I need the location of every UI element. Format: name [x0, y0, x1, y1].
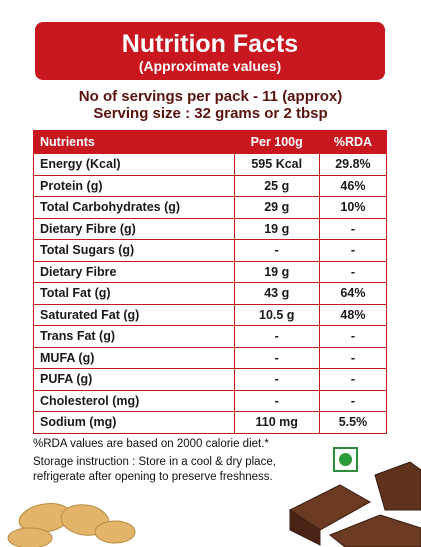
table-cell: Saturated Fat (g) — [33, 303, 235, 326]
table-cell: 64% — [318, 282, 388, 305]
table-row: Sodium (mg) 110 mg 5.5% — [33, 411, 388, 434]
subtitle: (Approximate values) — [138, 58, 282, 74]
column-header: Per 100g — [233, 130, 320, 154]
table-row: Energy (Kcal) 595 Kcal 29.8% — [33, 153, 388, 176]
servings-line: No of servings per pack - 11 (approx) — [78, 88, 343, 105]
table-cell: MUFA (g) — [33, 346, 235, 369]
table-cell: 43 g — [233, 282, 320, 305]
column-header: Nutrients — [33, 130, 235, 154]
table-cell: - — [318, 325, 388, 348]
table-cell: Total Sugars (g) — [33, 239, 235, 262]
table-cell: - — [318, 260, 388, 283]
table-cell: 595 Kcal — [233, 153, 320, 176]
column-header: %RDA — [318, 130, 388, 154]
table-cell: PUFA (g) — [33, 368, 235, 391]
table-cell: 10% — [318, 196, 388, 219]
table-cell: Cholesterol (mg) — [33, 389, 235, 412]
table-cell: 10.5 g — [233, 303, 320, 326]
table-cell: 110 mg — [233, 411, 320, 434]
title: Nutrition Facts — [121, 30, 299, 58]
table-row: Dietary Fibre (g) 19 g- — [33, 217, 388, 240]
table-cell: Trans Fat (g) — [33, 325, 235, 348]
table-row: Trans Fat (g) - - — [33, 325, 388, 348]
table-cell: 19 g — [233, 217, 320, 240]
table-cell: Dietary Fibre (g) — [33, 217, 235, 240]
peanuts — [7, 502, 136, 547]
table-cell: - — [318, 389, 388, 412]
header-row: Nutrients Per 100g %RDA — [33, 130, 388, 154]
table-cell: - — [233, 239, 320, 262]
table-row: Total Fat (g) 43 g 64% — [33, 282, 388, 305]
table-cell: Total Fat (g) — [33, 282, 235, 305]
table-row: Protein (g) 25 g 46% — [33, 174, 388, 197]
table-cell: - — [233, 368, 320, 391]
note: Storage instruction : Store in a cool & … — [33, 456, 276, 468]
table-cell: Protein (g) — [33, 174, 235, 197]
nutrition-table: Nutrients Per 100g %RDA Energy (Kcal) 595 Kc… — [33, 130, 388, 434]
table-cell: - — [318, 368, 388, 391]
serving-size: Serving size : 32 grams or 2 tbsp — [93, 105, 328, 122]
table-row: MUFA (g) - - — [33, 346, 388, 369]
table-cell: Dietary Fibre — [33, 260, 235, 283]
table-row: Dietary Fibre 19 g- — [33, 260, 388, 283]
table-cell: Total Carbohydrates (g) — [33, 196, 235, 219]
table-cell: 19 g — [233, 260, 320, 283]
header-box: Nutrition Facts (Approximate values) — [35, 22, 385, 80]
table-cell: - — [318, 239, 388, 262]
veg-dot — [339, 453, 352, 466]
table-cell: - — [233, 346, 320, 369]
table-cell: 5.5% — [318, 411, 388, 434]
table-cell: - — [233, 325, 320, 348]
decor — [7, 447, 421, 547]
table-row: Cholesterol (mg) - - — [33, 389, 388, 412]
table-row: Saturated Fat (g) 10.5 g 48% — [33, 303, 388, 326]
table-cell: - — [318, 217, 388, 240]
table-cell: 29 g — [233, 196, 320, 219]
table-row: Total Sugars (g) - - — [33, 239, 388, 262]
table-cell: Energy (Kcal) — [33, 153, 235, 176]
note: refrigerate after opening to preserve fr… — [33, 471, 273, 483]
table-cell: 46% — [318, 174, 388, 197]
table-row: Total Carbohydrates (g) 29 g 10% — [33, 196, 388, 219]
table-cell: 25 g — [233, 174, 320, 197]
table-row: PUFA (g) - - — [33, 368, 388, 391]
table-cell: Sodium (mg) — [33, 411, 235, 434]
table-cell: - — [318, 346, 388, 369]
chocolate — [289, 461, 421, 547]
table-cell: - — [233, 389, 320, 412]
note: %RDA values are based on 2000 calorie di… — [33, 438, 269, 450]
table-cell: 48% — [318, 303, 388, 326]
table-cell: 29.8% — [318, 153, 388, 176]
